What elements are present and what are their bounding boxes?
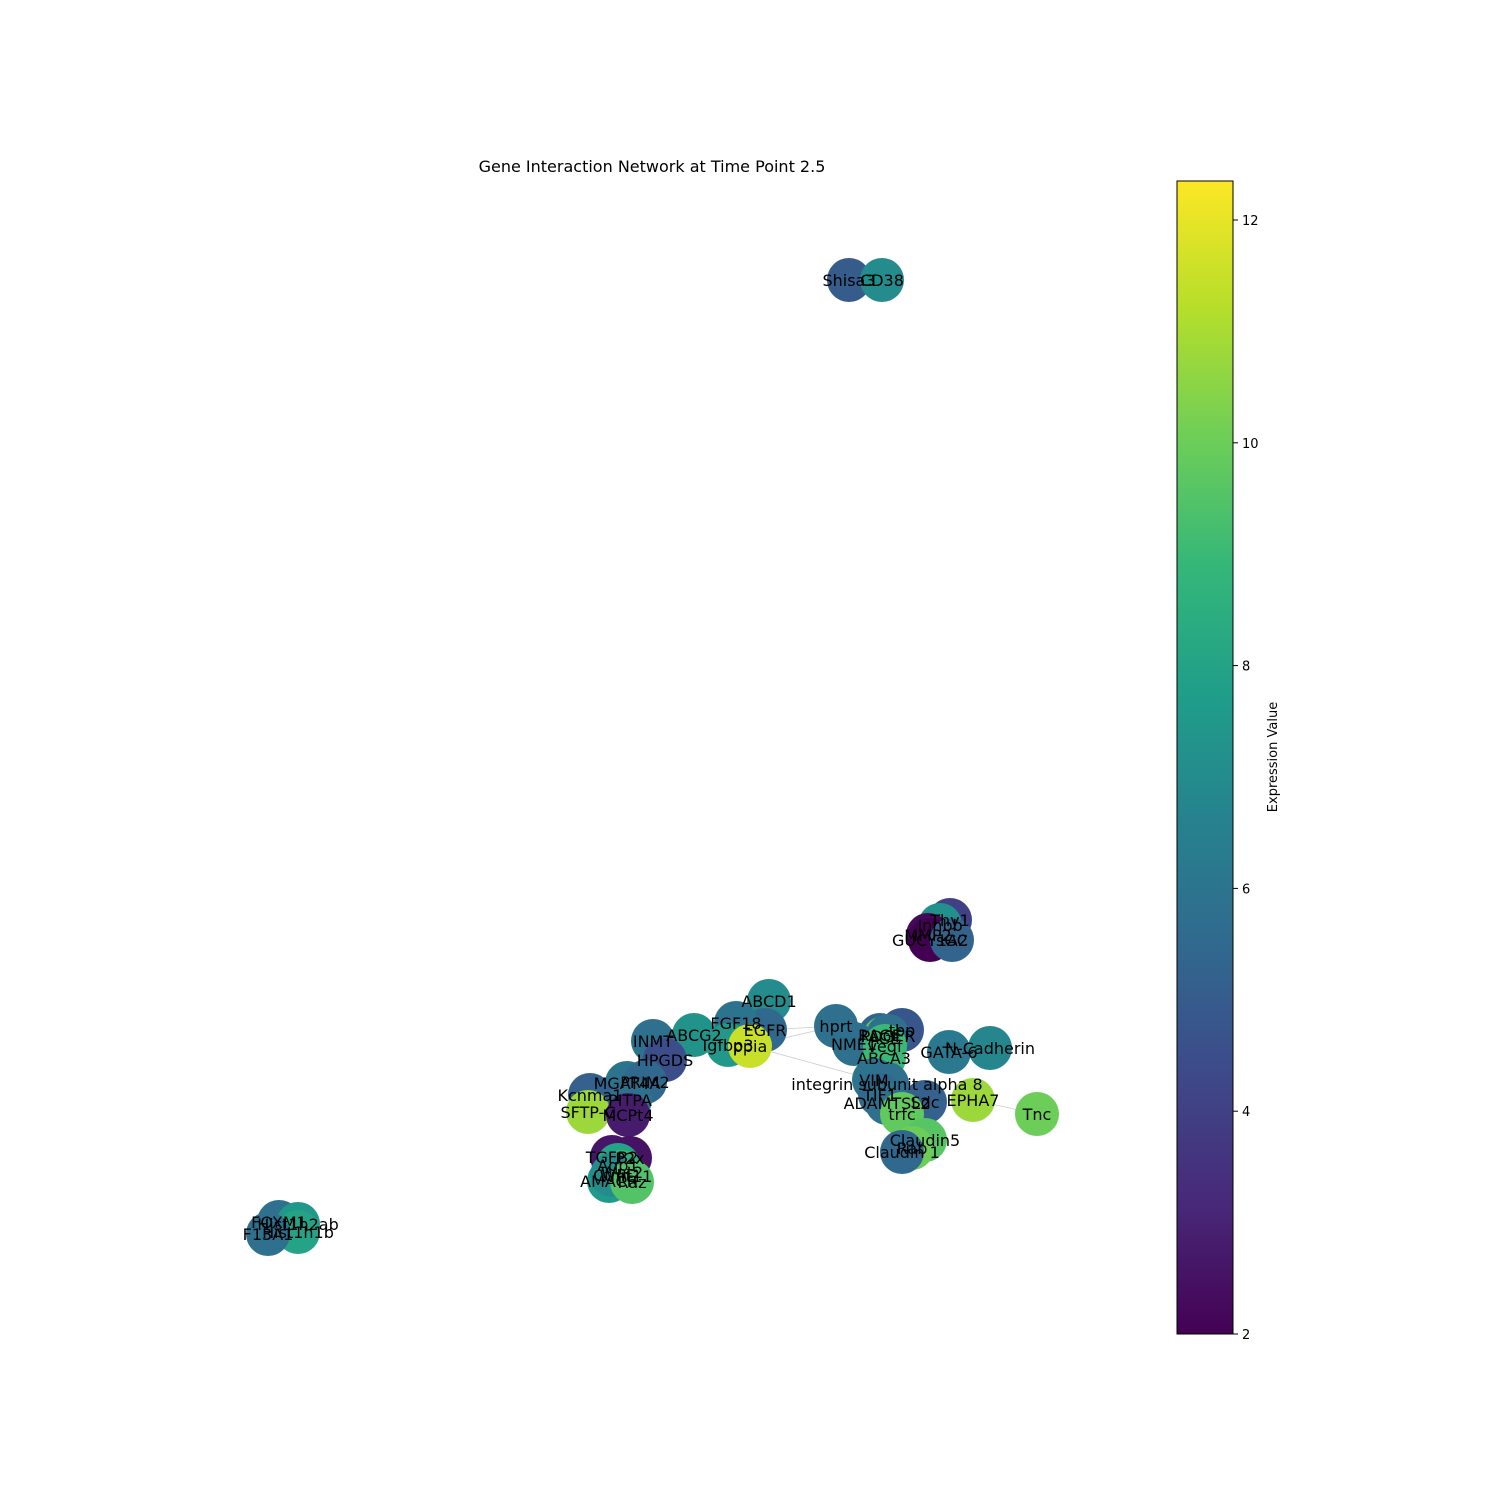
node-label: GUCY1A2 [892,931,968,950]
node-label: TIF1 [862,1086,897,1105]
network-node [968,1026,1012,1070]
node-label: CD38 [860,271,904,290]
node-label: ABCD1 [741,992,796,1011]
network-node [927,1030,971,1074]
node-label: INMT [633,1032,673,1051]
node-label: ABCA3 [857,1049,911,1068]
node-label: F13A1 [243,1225,294,1244]
colorbar-tick-label: 2 [1242,1328,1250,1343]
node-label: Wnt11 [600,1167,653,1186]
node-label: tbp [889,1021,916,1040]
node-label: Wnt2 [601,1163,643,1182]
node-label: Rab [897,1139,928,1158]
node-label: Thy1 [929,911,970,930]
colorbar-label: Expression Value [1266,702,1281,812]
network-node [566,1090,610,1134]
network-node [930,918,974,962]
chart-title: Gene Interaction Network at Time Point 2… [479,157,826,176]
node-label: vegf [867,1037,902,1056]
colorbar-ticks: 2 4 6 8 10 12 [1233,214,1259,1343]
node-label: Tnc [1022,1105,1052,1124]
node-label: Claudin5 [890,1131,960,1150]
node-label: hprt [819,1017,852,1036]
node-label: HPGDS [637,1051,694,1070]
colorbar: 2 4 6 8 10 12 Expression Value [1176,180,1281,1343]
node-label: Kcnma1 [558,1086,623,1105]
node-label: Claudin 1 [864,1143,940,1162]
node-label: ppia [733,1037,768,1056]
node-label: Aqp1 [597,1156,638,1175]
colorbar-tick-label: 10 [1242,437,1259,452]
node-label: MMP2 [904,926,951,945]
node-label: P2x [615,1149,644,1168]
node-label: ACE [868,1029,900,1048]
node-label: Ctnn [593,1166,631,1185]
node-label: Igfbp3 [703,1036,754,1055]
network-node [827,258,871,302]
node-label: Sdc [910,1093,939,1112]
network-node [860,258,904,302]
node-label: PITPA [608,1091,652,1110]
node-label: NME1 [831,1035,877,1054]
node-label: TGFB2 [585,1148,639,1167]
network-node [246,1212,290,1256]
node-label: sGC [936,931,968,950]
node-label: ABCG2 [666,1026,721,1045]
node-label: MGAT4A [594,1074,661,1093]
node-label: ADAMTSL2 [844,1094,931,1113]
colorbar-tick-label: 8 [1242,660,1250,675]
colorbar-gradient [1176,180,1234,1335]
node-label: Hist1h1b [262,1223,334,1242]
node-label: MCPt4 [602,1106,653,1125]
network-node [672,1013,716,1057]
network-node [951,1078,995,1122]
node-label: GATA-6 [920,1043,977,1062]
node-layer [246,258,1059,1256]
node-label: FOXM1 [251,1213,307,1232]
colorbar-tick-label: 4 [1242,1105,1250,1120]
node-label: integrin subunit alpha 8 [791,1075,982,1094]
node-label: Hist1h2ab [257,1215,339,1234]
network-node [610,1160,654,1204]
node-label: EPHA7 [947,1091,1000,1110]
node-label: Raz [618,1173,647,1192]
node-label: FGF18 [710,1014,761,1033]
node-label: RAGE [858,1026,902,1045]
node-label: SFTP-C [560,1103,615,1122]
node-label: Shisa3 [822,271,875,290]
network-node [880,1130,924,1174]
node-label: AMACR [580,1172,638,1191]
node-label: N-Cadherin [945,1039,1035,1058]
colorbar-tick-label: 6 [1242,882,1250,897]
node-label: EGFR [744,1021,787,1040]
network-node [1015,1092,1059,1136]
node-label: PDGFR [861,1027,916,1046]
node-label: Inhbb [917,916,962,935]
node-label: PRIM2 [620,1073,669,1092]
colorbar-tick-label: 12 [1242,214,1259,229]
network-node [606,1093,650,1137]
node-label: trfc [888,1105,915,1124]
network-node [728,1024,772,1068]
node-label: VIM [859,1071,888,1090]
